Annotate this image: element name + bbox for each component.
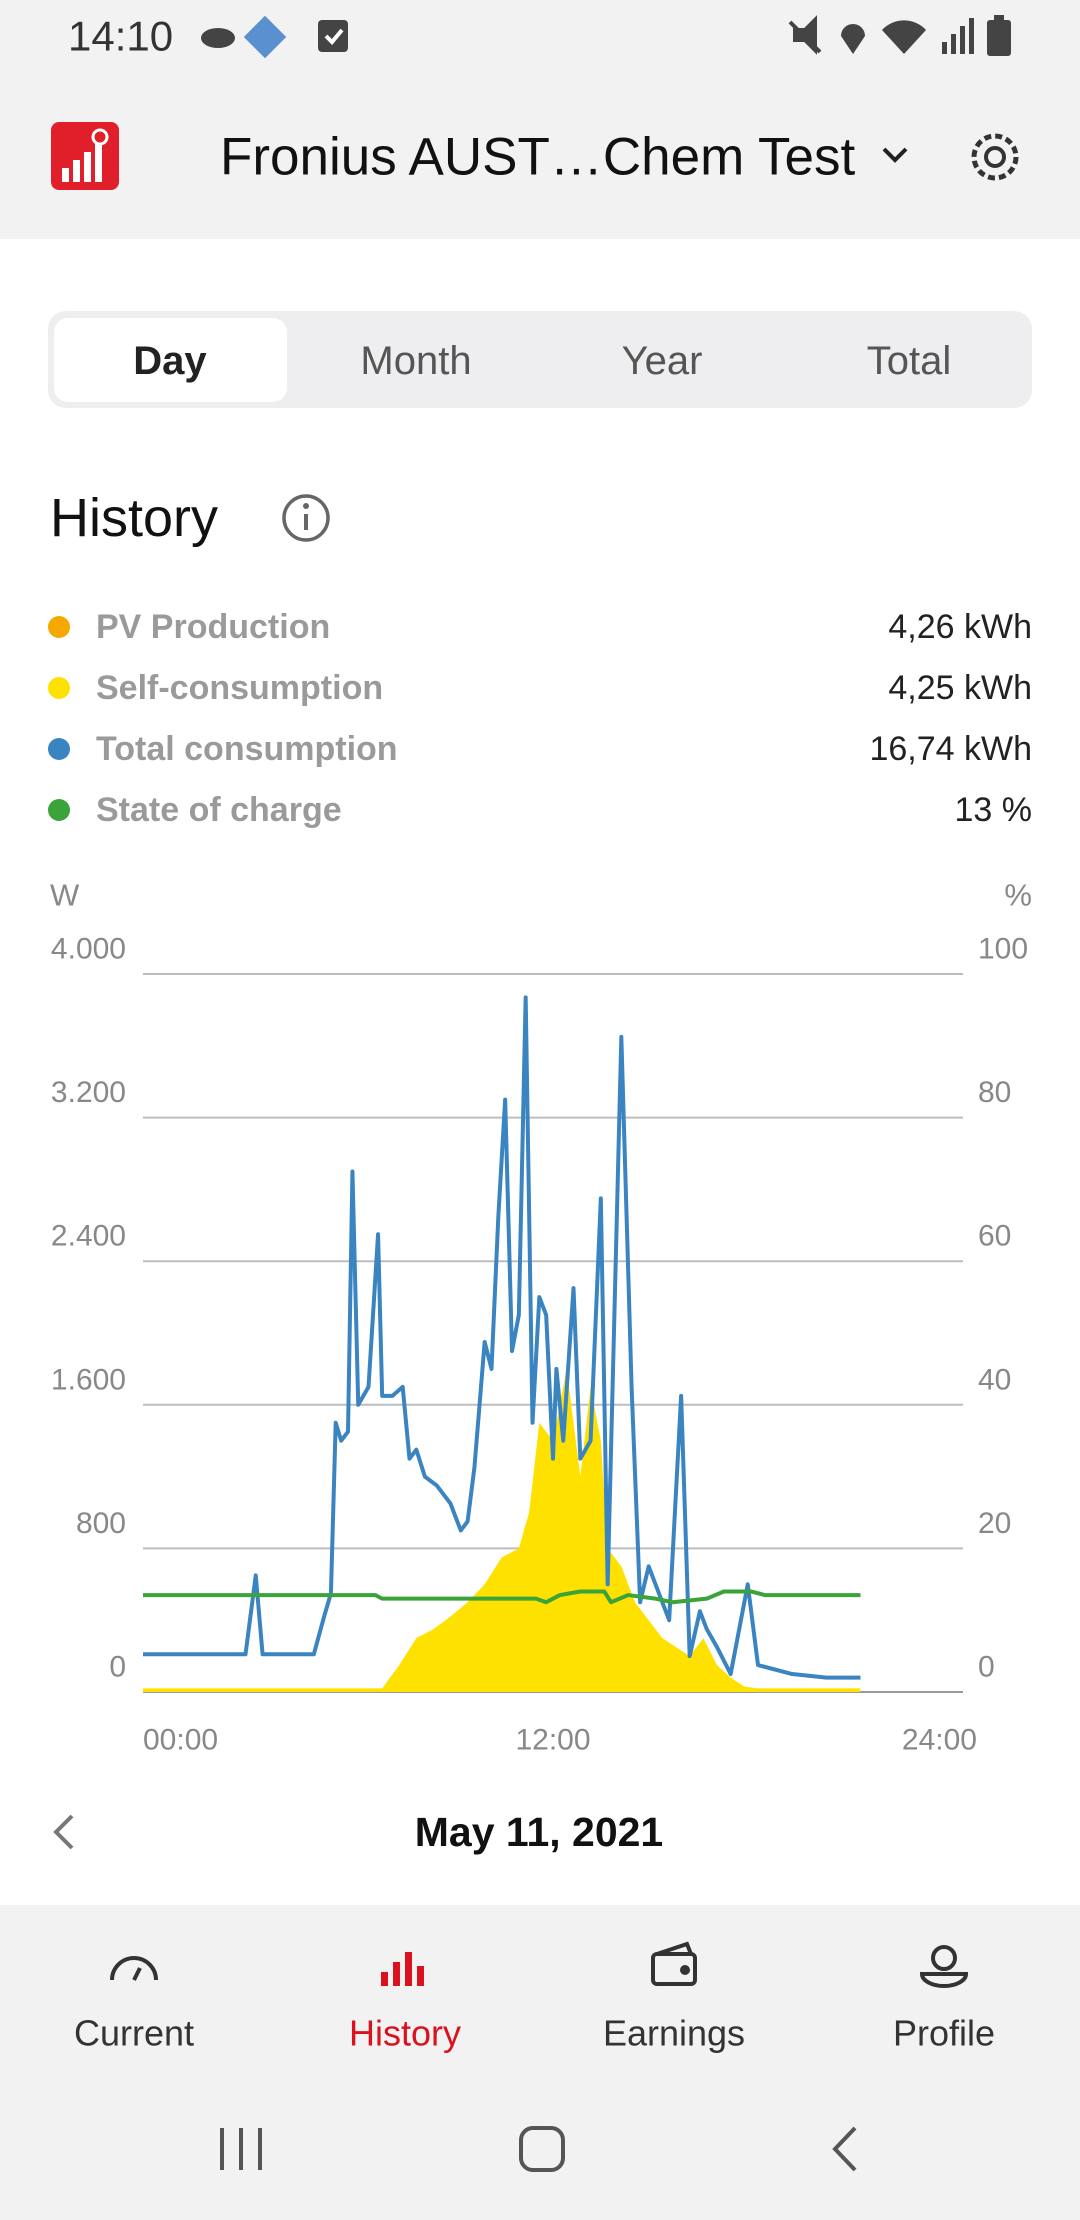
legend-total: 4,26 kWh: [888, 608, 1032, 646]
legend-swatch: [48, 677, 70, 699]
settings-icon[interactable]: [971, 133, 1019, 181]
x-tick-label: 12:00: [515, 1724, 590, 1757]
tab-label[interactable]: Total: [867, 339, 952, 383]
y2-tick-label: 80: [978, 1076, 1011, 1109]
y2-tick-label: 20: [978, 1507, 1011, 1540]
system-nav[interactable]: [220, 2126, 857, 2172]
line-series: [143, 1589, 861, 1605]
legend-swatch: [48, 616, 70, 638]
nav-label[interactable]: Current: [74, 2013, 194, 2054]
x-tick-label: 24:00: [902, 1724, 977, 1757]
nav-label[interactable]: Profile: [893, 2013, 995, 2054]
earnings-icon[interactable]: [651, 1941, 697, 1986]
y2-axis-label: %: [1004, 878, 1032, 913]
y-tick-label: 800: [76, 1507, 126, 1540]
tab-label[interactable]: Day: [133, 339, 207, 383]
area-series: [143, 1368, 861, 1692]
app-logo: [51, 122, 119, 190]
legend-label: Total consumption: [96, 730, 398, 768]
y-tick-label: 2.400: [51, 1220, 126, 1253]
legend-swatch: [48, 799, 70, 821]
legend-total: 4,25 kWh: [888, 669, 1032, 707]
site-dropdown[interactable]: [882, 147, 908, 163]
y-tick-label: 0: [109, 1651, 126, 1684]
section-title: History: [50, 488, 218, 548]
status-icons: [201, 15, 1011, 59]
nav-label[interactable]: History: [349, 2013, 461, 2054]
history-icon[interactable]: [381, 1952, 424, 1986]
bottom-nav-bg: [0, 1905, 1080, 2220]
legend-total: 16,74 kWh: [869, 730, 1032, 768]
status-time: 14:10: [68, 13, 173, 60]
date-label: May 11, 2021: [415, 1809, 663, 1855]
y2-tick-label: 40: [978, 1363, 1011, 1396]
current-icon[interactable]: [110, 1956, 158, 1981]
tab-bar: [48, 311, 1032, 408]
tab-label[interactable]: Year: [622, 339, 703, 383]
tab-active-bg: [54, 318, 287, 402]
tab-label[interactable]: Month: [360, 339, 471, 383]
nav-label[interactable]: Earnings: [603, 2013, 745, 2054]
site-title[interactable]: Fronius AUST…Chem Test: [220, 128, 855, 187]
legend-label: State of charge: [96, 791, 342, 829]
profile-icon[interactable]: [919, 1945, 969, 1988]
y2-tick-label: 60: [978, 1220, 1011, 1253]
y-tick-label: 4.000: [51, 933, 126, 966]
y-tick-label: 3.200: [51, 1076, 126, 1109]
legend-label: Self-consumption: [96, 669, 383, 707]
legend-label: PV Production: [96, 608, 330, 646]
prev-day[interactable]: [53, 1814, 74, 1850]
legend-total: 13 %: [955, 791, 1033, 829]
y-axis-label: W: [50, 878, 80, 913]
info-icon[interactable]: [282, 494, 330, 542]
line-series: [143, 995, 861, 1680]
y-tick-label: 1.600: [51, 1363, 126, 1396]
x-tick-label: 00:00: [143, 1724, 218, 1757]
legend-swatch: [48, 738, 70, 760]
current-needle: [132, 1967, 142, 1981]
y2-tick-label: 0: [978, 1651, 995, 1684]
y2-tick-label: 100: [978, 933, 1028, 966]
